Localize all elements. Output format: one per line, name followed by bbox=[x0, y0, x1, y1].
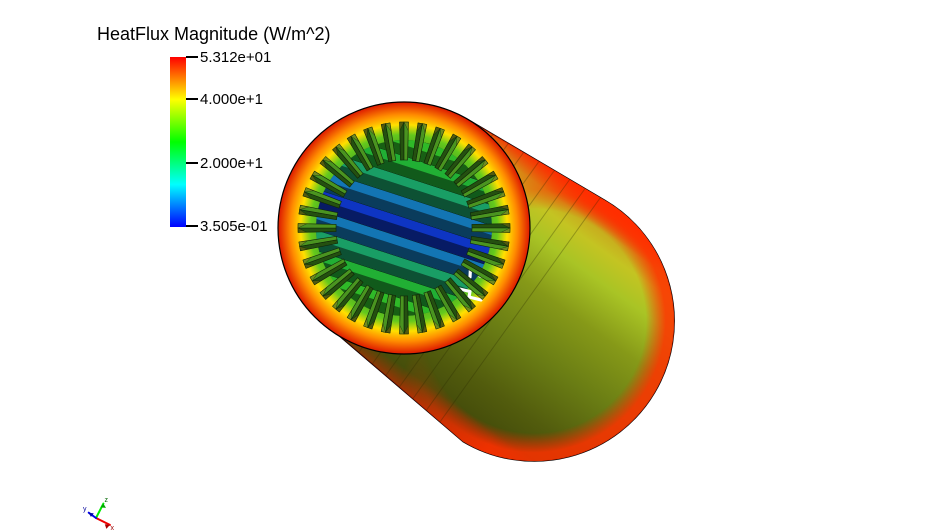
svg-text:x: x bbox=[111, 525, 115, 531]
svg-text:z: z bbox=[105, 497, 109, 504]
svg-text:y: y bbox=[83, 506, 87, 513]
